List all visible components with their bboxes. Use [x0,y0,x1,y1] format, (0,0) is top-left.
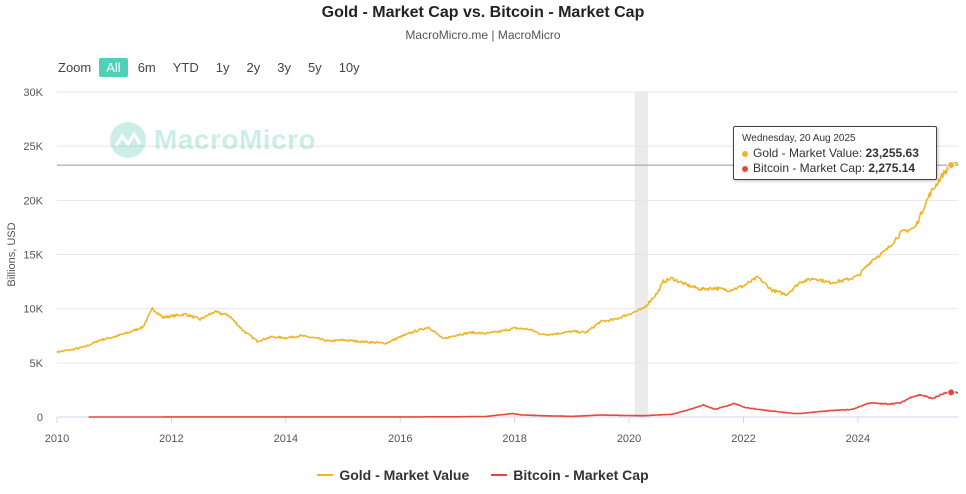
y-tick-label: 10K [23,304,43,316]
bitcoin-line-swatch-icon [491,474,508,476]
watermark-text: MacroMicro [154,124,317,155]
macromicro-logo-icon [110,122,146,158]
tooltip-row-gold: Gold - Market Value: 23,255.63 [742,146,928,161]
y-tick-label: 25K [23,141,43,153]
bitcoin-market-cap-line[interactable] [88,391,959,418]
y-tick-label: 15K [23,250,43,262]
zoom-10y-button[interactable]: 10y [338,60,360,75]
y-tick-label: 30K [23,87,43,99]
zoom-6m-button[interactable]: 6m [137,60,156,75]
tooltip-row-bitcoin: Bitcoin - Market Cap: 2,275.14 [742,161,928,176]
legend-bitcoin-label: Bitcoin - Market Cap [513,467,649,483]
zoom-5y-button[interactable]: 5y [307,60,322,75]
zoom-all-button[interactable]: All [99,58,128,77]
watermark: MacroMicro [108,120,316,160]
zoom-label: Zoom [58,60,92,75]
tooltip: Wednesday, 20 Aug 2025 Gold - Market Val… [733,126,937,180]
zoom-bar: Zoom All 6m YTD 1y 2y 3y 5y 10y [58,58,370,77]
bitcoin-dot-icon [742,165,748,172]
legend-item-bitcoin[interactable]: Bitcoin - Market Cap [491,467,649,483]
gold-line-swatch-icon [317,474,334,476]
tooltip-bitcoin-value: 2,275.14 [868,161,916,175]
gold-hover-marker [947,161,956,170]
y-tick-label: 20K [23,195,43,207]
tooltip-gold-label: Gold - Market Value: [753,146,866,160]
chart-subtitle: MacroMicro.me | MacroMicro [405,28,561,42]
x-tick-label: 2024 [846,433,870,445]
gold-dot-icon [742,150,748,157]
x-tick-label: 2022 [731,433,755,445]
x-tick-label: 2014 [274,433,298,445]
zoom-ytd-button[interactable]: YTD [172,60,199,75]
y-axis-title: Billions, USD [6,222,18,286]
zoom-2y-button[interactable]: 2y [246,60,261,75]
y-tick-label: 5K [30,358,44,370]
legend-gold-label: Gold - Market Value [339,467,470,483]
tooltip-date: Wednesday, 20 Aug 2025 [742,133,856,144]
x-tick-label: 2012 [159,433,183,445]
y-tick-label: 0 [37,412,43,424]
x-tick-label: 2018 [502,433,526,445]
tooltip-bitcoin-label: Bitcoin - Market Cap: [753,161,869,175]
tooltip-gold-value: 23,255.63 [865,146,919,160]
zoom-1y-button[interactable]: 1y [215,60,230,75]
x-tick-label: 2010 [45,433,69,445]
gold-market-value-line[interactable] [56,161,959,354]
chart-title: Gold - Market Cap vs. Bitcoin - Market C… [321,4,645,21]
x-tick-label: 2020 [617,433,641,445]
legend: Gold - Market Value Bitcoin - Market Cap [0,467,966,483]
x-tick-label: 2016 [388,433,412,445]
zoom-3y-button[interactable]: 3y [277,60,291,75]
legend-item-gold[interactable]: Gold - Market Value [317,467,469,483]
bitcoin-hover-marker [947,388,956,397]
